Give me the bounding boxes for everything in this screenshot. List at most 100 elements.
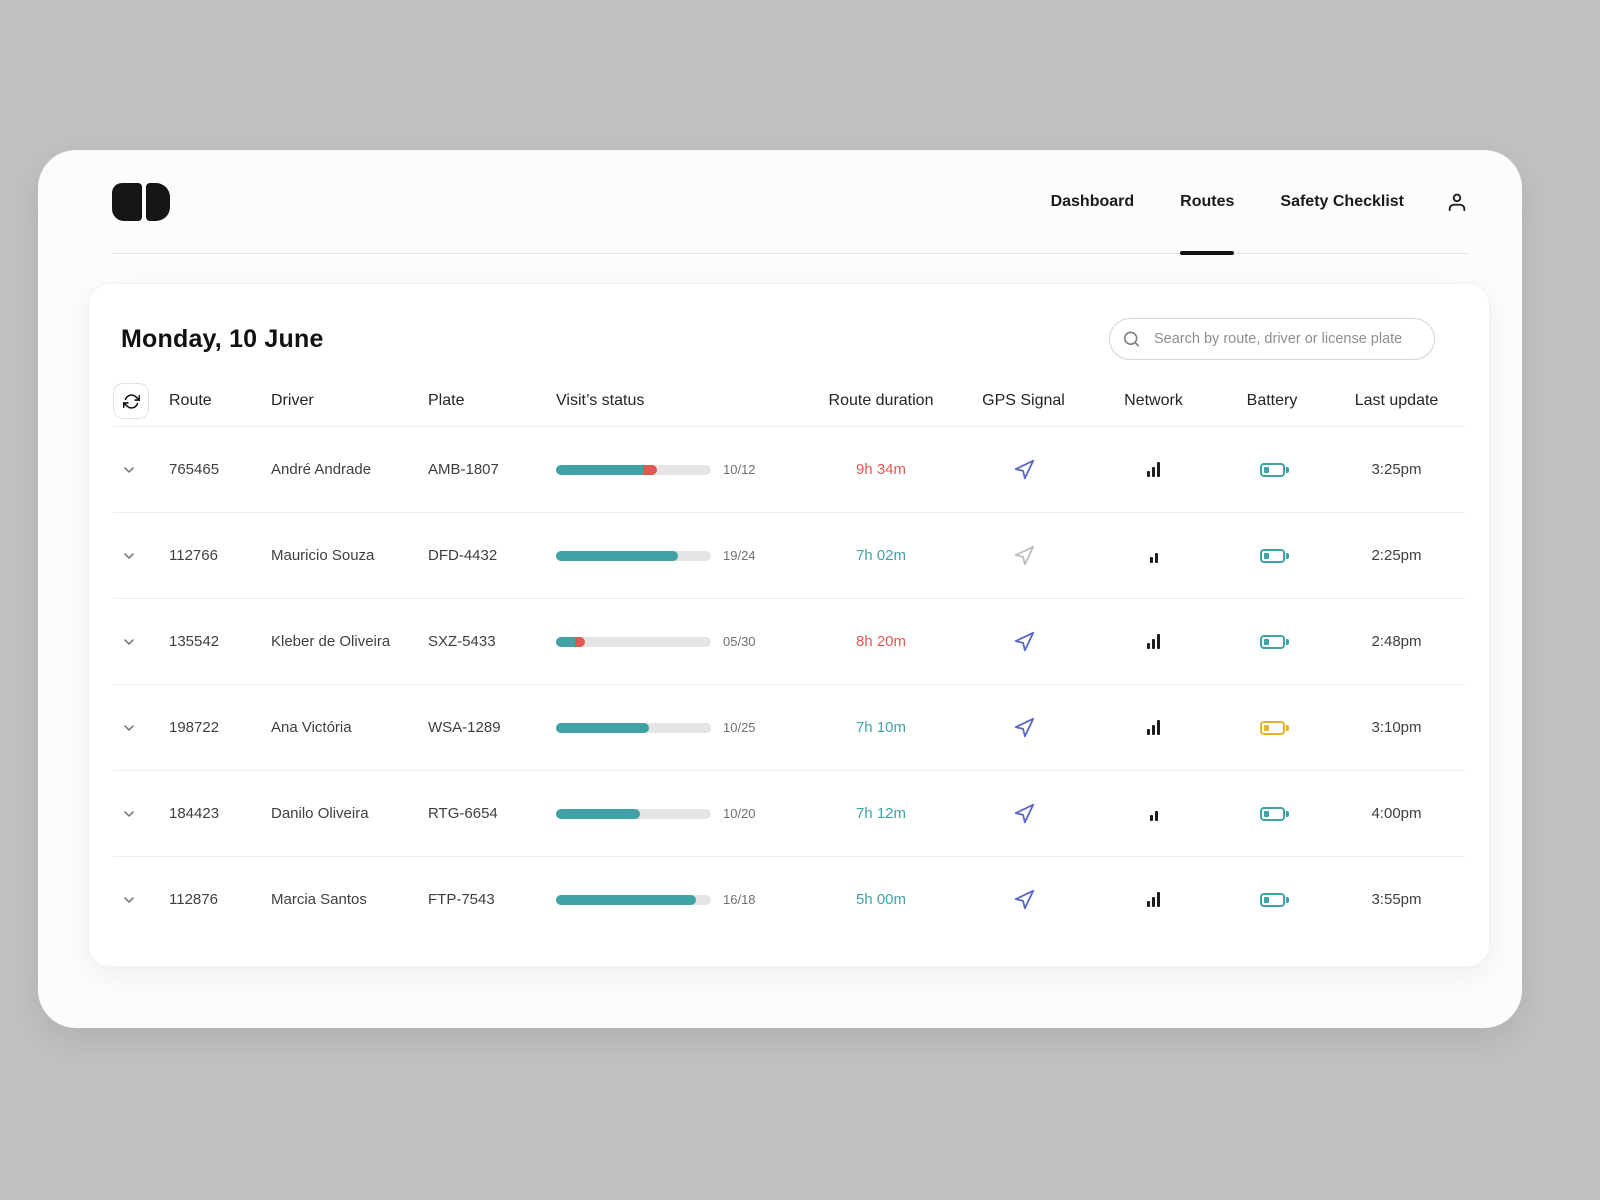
route-duration: 7h 02m (855, 547, 907, 564)
route-id: 112876 (169, 891, 218, 908)
battery-icon (1259, 892, 1289, 907)
expand-row-button[interactable] (117, 802, 141, 826)
license-plate: SXZ-5433 (428, 633, 496, 650)
battery-icon (1259, 720, 1289, 735)
search-icon (1122, 330, 1141, 349)
route-id: 198722 (169, 719, 220, 736)
refresh-icon (122, 393, 140, 410)
gps-signal-icon (1013, 631, 1035, 653)
expand-row-button[interactable] (117, 544, 141, 568)
visits-progress-bar (556, 894, 711, 905)
refresh-button[interactable] (113, 383, 149, 419)
column-header-plate: Plate (428, 392, 465, 409)
nav-item-routes[interactable]: Routes (1180, 150, 1235, 255)
route-id: 184423 (169, 805, 220, 822)
table-row: 135542 Kleber de Oliveira SXZ-5433 05/30… (113, 598, 1465, 684)
route-id: 135542 (169, 633, 220, 650)
column-header-battery: Battery (1246, 392, 1298, 409)
app-window: Dashboard Routes Safety Checklist Monday… (38, 150, 1522, 1028)
visits-progress-bar (556, 464, 711, 475)
expand-row-button[interactable] (117, 630, 141, 654)
battery-icon (1259, 462, 1289, 477)
card-top: Monday, 10 June (113, 318, 1465, 360)
table-header-row: Route Driver Plate Visit’s status Route … (113, 376, 1465, 426)
license-plate: RTG-6654 (428, 805, 498, 822)
route-duration: 5h 00m (855, 891, 907, 908)
visits-count: 10/20 (723, 806, 756, 821)
table-body: 765465 André Andrade AMB-1807 10/12 9h 3… (113, 426, 1465, 942)
page-title: Monday, 10 June (121, 324, 324, 353)
column-header-gps-signal: GPS Signal (982, 392, 1065, 409)
visits-count: 05/30 (723, 634, 756, 649)
driver-name: Ana Victória (271, 719, 352, 736)
logo-shape-right (146, 182, 170, 221)
route-id: 112766 (169, 547, 218, 564)
gps-signal-icon (1013, 803, 1035, 825)
route-duration: 7h 12m (855, 805, 907, 822)
last-update-time: 3:10pm (1371, 719, 1422, 736)
visits-count: 10/12 (723, 462, 756, 477)
user-icon (1446, 191, 1468, 213)
table-row: 184423 Danilo Oliveira RTG-6654 10/20 7h… (113, 770, 1465, 856)
driver-name: André Andrade (271, 461, 372, 478)
column-header-driver: Driver (271, 392, 314, 409)
profile-button[interactable] (1446, 150, 1468, 253)
visits-count: 10/25 (723, 720, 756, 735)
battery-icon (1259, 634, 1289, 649)
route-duration: 8h 20m (855, 633, 907, 650)
column-header-route: Route (169, 392, 212, 409)
license-plate: DFD-4432 (428, 547, 498, 564)
column-header-last-update: Last update (1354, 392, 1439, 409)
driver-name: Mauricio Souza (271, 547, 375, 564)
route-duration: 9h 34m (855, 461, 907, 478)
nav-item-dashboard[interactable]: Dashboard (1050, 192, 1135, 210)
visits-progress-bar (556, 550, 711, 561)
search-input[interactable] (1109, 318, 1435, 360)
battery-icon (1259, 806, 1289, 821)
network-signal-icon (1147, 720, 1160, 735)
expand-row-button[interactable] (117, 888, 141, 912)
last-update-time: 3:25pm (1371, 461, 1422, 478)
main-nav: Dashboard Routes Safety Checklist (1005, 150, 1468, 255)
expand-row-button[interactable] (117, 716, 141, 740)
license-plate: FTP-7543 (428, 891, 495, 908)
gps-signal-icon (1013, 459, 1035, 481)
license-plate: AMB-1807 (428, 461, 499, 478)
table-row: 198722 Ana Victória WSA-1289 10/25 7h 10… (113, 684, 1465, 770)
nav-item-safety-checklist[interactable]: Safety Checklist (1280, 192, 1404, 210)
gps-signal-icon (1013, 545, 1035, 567)
column-header-network: Network (1124, 392, 1183, 409)
top-header: Dashboard Routes Safety Checklist (112, 150, 1468, 255)
column-header-visits-status: Visit’s status (556, 392, 645, 409)
network-signal-icon (1149, 806, 1158, 821)
network-signal-icon (1147, 462, 1160, 477)
battery-icon (1259, 548, 1289, 563)
logo-shape-left (112, 182, 142, 221)
driver-name: Danilo Oliveira (271, 805, 369, 822)
search-field (1109, 318, 1435, 360)
table-row: 112766 Mauricio Souza DFD-4432 19/24 7h … (113, 512, 1465, 598)
visits-progress-bar (556, 636, 711, 647)
network-signal-icon (1147, 892, 1160, 907)
last-update-time: 2:48pm (1371, 633, 1422, 650)
network-signal-icon (1149, 548, 1158, 563)
routes-card: Monday, 10 June (88, 283, 1490, 967)
visits-progress-bar (556, 808, 711, 819)
visits-progress-bar (556, 722, 711, 733)
visits-count: 19/24 (723, 548, 756, 563)
table-row: 112876 Marcia Santos FTP-7543 16/18 5h 0… (113, 856, 1465, 942)
driver-name: Kleber de Oliveira (271, 633, 391, 650)
route-duration: 7h 10m (855, 719, 907, 736)
expand-row-button[interactable] (117, 458, 141, 482)
gps-signal-icon (1013, 717, 1035, 739)
column-header-route-duration: Route duration (828, 392, 934, 409)
last-update-time: 4:00pm (1371, 805, 1422, 822)
route-id: 765465 (169, 461, 220, 478)
brand-logo (112, 150, 170, 253)
last-update-time: 2:25pm (1371, 547, 1422, 564)
visits-count: 16/18 (723, 892, 756, 907)
table-row: 765465 André Andrade AMB-1807 10/12 9h 3… (113, 426, 1465, 512)
driver-name: Marcia Santos (271, 891, 367, 908)
last-update-time: 3:55pm (1371, 891, 1422, 908)
network-signal-icon (1147, 634, 1160, 649)
